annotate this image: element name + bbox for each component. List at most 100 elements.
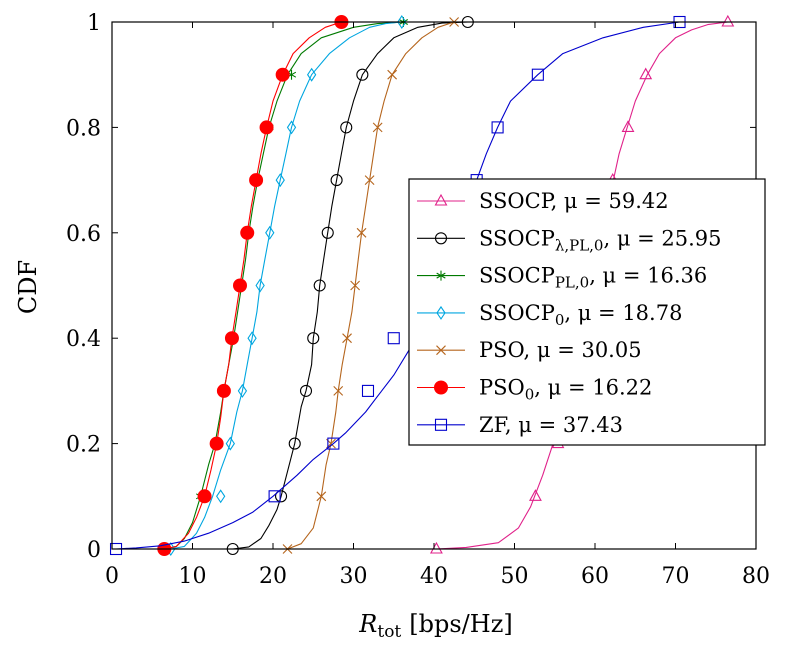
legend-label-main: SSOCP — [479, 189, 555, 213]
data-point — [237, 383, 248, 398]
legend-label-stat: , μ = 30.05 — [524, 338, 642, 362]
series-pso-0 — [157, 15, 349, 556]
legend-label-stat: , μ = 25.95 — [603, 226, 721, 250]
series-line — [287, 21, 455, 550]
legend-label-sub: λ,PL,0 — [555, 236, 604, 254]
data-point — [372, 122, 383, 133]
legend-label-main: SSOCP — [479, 301, 555, 325]
data-point — [356, 68, 369, 81]
y-tick-label: 0 — [87, 538, 101, 563]
series-line — [170, 21, 402, 550]
data-point — [387, 332, 400, 345]
x-tick-label: 40 — [420, 564, 448, 589]
legend-label: SSOCP0, μ = 18.78 — [479, 301, 682, 329]
data-point — [216, 383, 231, 398]
data-point — [275, 67, 290, 82]
y-tick-label: 0.8 — [66, 116, 101, 141]
legend-entry: SSOCPPL,0, μ = 16.36 — [417, 264, 707, 292]
data-point — [397, 15, 407, 29]
x-tick-label: 70 — [662, 564, 690, 589]
data-point — [224, 331, 239, 346]
data-point — [216, 489, 226, 504]
legend-label: SSOCPPL,0, μ = 16.36 — [479, 264, 707, 292]
x-axis-label: Rtot [bps/Hz] — [358, 610, 512, 642]
x-tick-label: 20 — [259, 564, 287, 589]
data-point — [274, 490, 288, 503]
data-point — [259, 120, 274, 135]
series-line — [232, 21, 468, 550]
x-tick-label: 50 — [501, 564, 529, 589]
series-line — [164, 21, 404, 550]
data-point — [342, 333, 352, 344]
legend-label-sub: 0 — [555, 311, 565, 329]
legend-entry: ZF, μ = 37.43 — [417, 413, 623, 437]
y-tick-label: 0.4 — [66, 327, 101, 352]
data-point — [265, 225, 275, 240]
data-point — [286, 120, 297, 135]
legend-entry: SSOCPλ,PL,0, μ = 25.95 — [417, 226, 722, 254]
legend-label: PSO0, μ = 16.22 — [479, 376, 652, 404]
data-point — [299, 384, 313, 397]
data-point — [321, 226, 334, 239]
series-line — [115, 21, 680, 550]
legend-label-main: ZF — [479, 413, 508, 437]
data-point — [232, 278, 247, 293]
data-point — [528, 489, 542, 501]
legend-label-main: PSO — [479, 376, 525, 400]
legend-label-stat: , μ = 59.42 — [551, 189, 669, 213]
legend-label: PSO, μ = 30.05 — [479, 338, 642, 362]
data-point — [306, 67, 317, 82]
x-tick-label: 60 — [581, 564, 609, 589]
data-point — [333, 386, 344, 396]
legend-entry: PSO, μ = 30.05 — [417, 338, 642, 362]
legend-label-main: SSOCP — [479, 264, 555, 288]
legend-marker — [434, 380, 448, 395]
data-point — [327, 437, 340, 450]
legend-label-stat: , μ = 16.22 — [534, 376, 652, 400]
data-point — [361, 384, 375, 397]
legend-label-main: PSO — [479, 338, 525, 362]
data-point — [316, 491, 327, 502]
data-point — [429, 541, 443, 554]
x-axis-label-sub: tot — [377, 622, 401, 642]
legend-marker — [436, 345, 446, 356]
data-point — [268, 490, 281, 503]
legend-label-sub: PL,0 — [555, 274, 589, 292]
y-tick-label: 1 — [87, 11, 101, 36]
legend-label-main: SSOCP — [479, 226, 555, 250]
legend-entry: SSOCP, μ = 59.42 — [417, 189, 669, 213]
legend-entry: SSOCP0, μ = 18.78 — [417, 301, 682, 329]
data-point — [288, 437, 301, 450]
series-ssocp-pl-0 — [159, 17, 409, 554]
x-tick-label: 30 — [340, 564, 368, 589]
x-axis-label-units: [bps/Hz] — [409, 610, 512, 638]
data-point — [240, 225, 255, 240]
data-point — [531, 68, 544, 81]
data-point — [491, 121, 504, 134]
data-point — [313, 279, 326, 292]
data-point — [275, 173, 285, 188]
legend-label: SSOCP, μ = 59.42 — [479, 189, 669, 213]
x-tick-label: 10 — [179, 564, 207, 589]
y-tick-label: 0.6 — [66, 222, 101, 247]
data-point — [255, 278, 265, 293]
series-ssocp-0 — [166, 15, 407, 556]
data-point — [197, 489, 212, 504]
data-point — [364, 175, 375, 185]
data-point — [340, 121, 353, 134]
y-axis-label: CDF — [14, 260, 42, 314]
legend-label-stat: , μ = 37.43 — [505, 413, 623, 437]
legend-label-stat: , μ = 18.78 — [564, 301, 682, 325]
y-tick-label: 0.2 — [66, 433, 101, 458]
x-tick-label: 0 — [105, 564, 119, 589]
legend-marker — [436, 305, 446, 320]
legend-entry: PSO0, μ = 16.22 — [417, 376, 652, 404]
data-point — [639, 67, 653, 80]
data-point — [225, 436, 235, 451]
legend-label-stat: , μ = 16.36 — [589, 264, 707, 288]
data-point — [350, 280, 360, 291]
x-tick-label: 80 — [742, 564, 770, 589]
legend-label: SSOCPλ,PL,0, μ = 25.95 — [479, 226, 722, 254]
